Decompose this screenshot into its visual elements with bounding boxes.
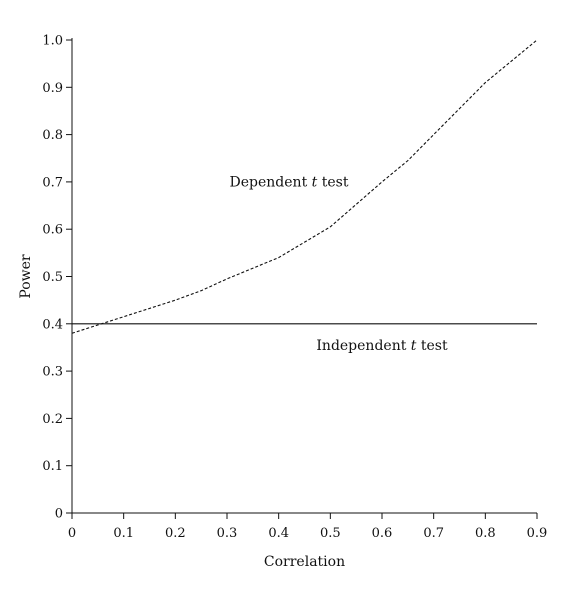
y-axis-title: Power: [18, 254, 34, 299]
x-tick-label: 0.6: [372, 526, 393, 541]
y-tick-label: 0.6: [42, 223, 63, 238]
x-tick-label: 0.1: [113, 526, 134, 541]
x-tick-label: 0: [68, 526, 76, 541]
annotation-rest: test: [416, 338, 448, 354]
ticks: 0 0.1 0.2 0.3 0.4 0.5 0.6 0.7 0.8 0.9 0 0.1 0.2 0.3 0.…: [42, 34, 547, 542]
series-annotation: Dependent t test: [230, 175, 349, 191]
x-tick-label: 0.3: [217, 526, 238, 541]
annotation-rest: test: [317, 175, 349, 191]
y-tick-label: 0.3: [42, 365, 63, 380]
y-tick-label: 0.5: [42, 270, 63, 285]
x-tick-label: 0.4: [268, 526, 289, 541]
y-tick-label: 0.1: [42, 459, 63, 474]
y-tick-label: 1.0: [42, 34, 63, 49]
axes: [72, 38, 537, 513]
x-tick-label: 0.7: [423, 526, 444, 541]
series-annotation: Independent t test: [316, 338, 448, 354]
y-tick-label: 0.7: [42, 175, 63, 190]
y-tick-label: 0.4: [42, 317, 63, 332]
y-tick-label: 0.9: [42, 81, 63, 96]
annotation-text: Dependent: [230, 175, 312, 191]
annotation-text: Independent: [316, 338, 410, 354]
x-axis-title: Correlation: [264, 554, 345, 570]
x-tick-label: 0.8: [475, 526, 496, 541]
y-tick-label: 0.2: [42, 412, 63, 427]
y-tick-label: 0.8: [42, 128, 63, 143]
y-tick-label: 0: [55, 507, 63, 522]
x-tick-label: 0.9: [527, 526, 548, 541]
x-tick-label: 0.5: [320, 526, 341, 541]
x-tick-label: 0.2: [165, 526, 186, 541]
